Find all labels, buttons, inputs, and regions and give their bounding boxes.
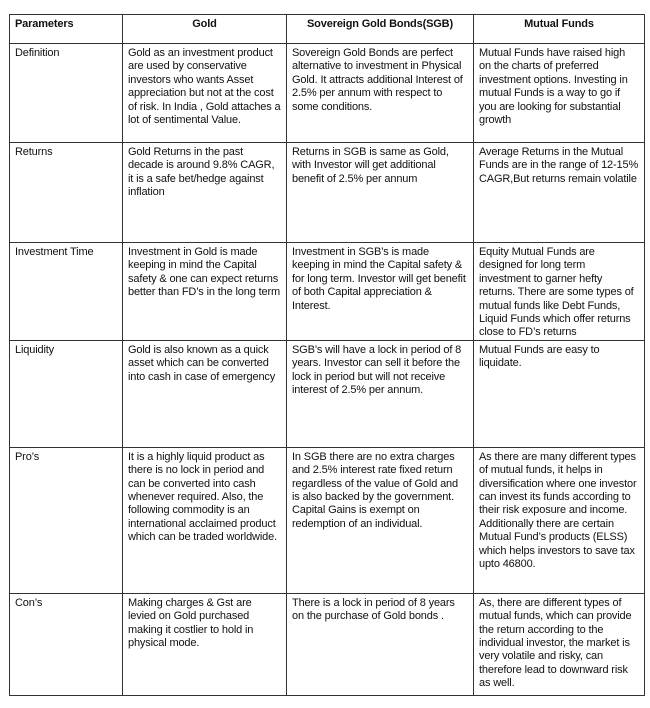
gold-cell: Gold as an investment product are used b… [122,43,287,143]
gold-cell: It is a highly liquid product as there i… [122,446,287,594]
header-mutual-funds: Mutual Funds [473,14,645,44]
parameter-cell: Con’s [9,592,123,696]
parameter-cell: Investment Time [9,242,123,341]
comparison-table: Parameters Gold Sovereign Gold Bonds(SGB… [9,14,645,696]
sgb-cell: Investment in SGB’s is made keeping in m… [286,242,474,341]
mutual-funds-cell: Average Returns in the Mutual Funds are … [473,142,645,243]
parameter-cell: Liquidity [9,339,123,448]
header-gold: Gold [122,14,287,44]
parameter-cell: Returns [9,142,123,243]
table-row: Definition Gold as an investment product … [9,43,645,143]
gold-cell: Gold Returns in the past decade is aroun… [122,142,287,243]
table-row: Liquidity Gold is also known as a quick a… [9,339,645,448]
mutual-funds-cell: As there are many different types of mut… [473,446,645,594]
gold-cell: Making charges & Gst are levied on Gold … [122,592,287,696]
parameter-cell: Definition [9,43,123,143]
header-parameters: Parameters [9,14,123,44]
gold-cell: Gold is also known as a quick asset whic… [122,339,287,448]
parameter-cell: Pro’s [9,446,123,594]
table-row: Con’s Making charges & Gst are levied on … [9,592,645,696]
header-sgb: Sovereign Gold Bonds(SGB) [286,14,474,44]
header-row: Parameters Gold Sovereign Gold Bonds(SGB… [9,14,645,44]
sgb-cell: Returns in SGB is same as Gold, with Inv… [286,142,474,243]
mutual-funds-cell: Mutual Funds have raised high on the cha… [473,43,645,143]
sgb-cell: Sovereign Gold Bonds are perfect alterna… [286,43,474,143]
sgb-cell: SGB’s will have a lock in period of 8 ye… [286,339,474,448]
mutual-funds-cell: Equity Mutual Funds are designed for lon… [473,242,645,341]
sgb-cell: There is a lock in period of 8 years on … [286,592,474,696]
table-row: Investment Time Investment in Gold is mad… [9,242,645,341]
table-row: Returns Gold Returns in the past decade i… [9,142,645,243]
mutual-funds-cell: Mutual Funds are easy to liquidate. [473,339,645,448]
table-row: Pro’s It is a highly liquid product as th… [9,446,645,594]
gold-cell: Investment in Gold is made keeping in mi… [122,242,287,341]
mutual-funds-cell: As, there are different types of mutual … [473,592,645,696]
sgb-cell: In SGB there are no extra charges and 2.… [286,446,474,594]
